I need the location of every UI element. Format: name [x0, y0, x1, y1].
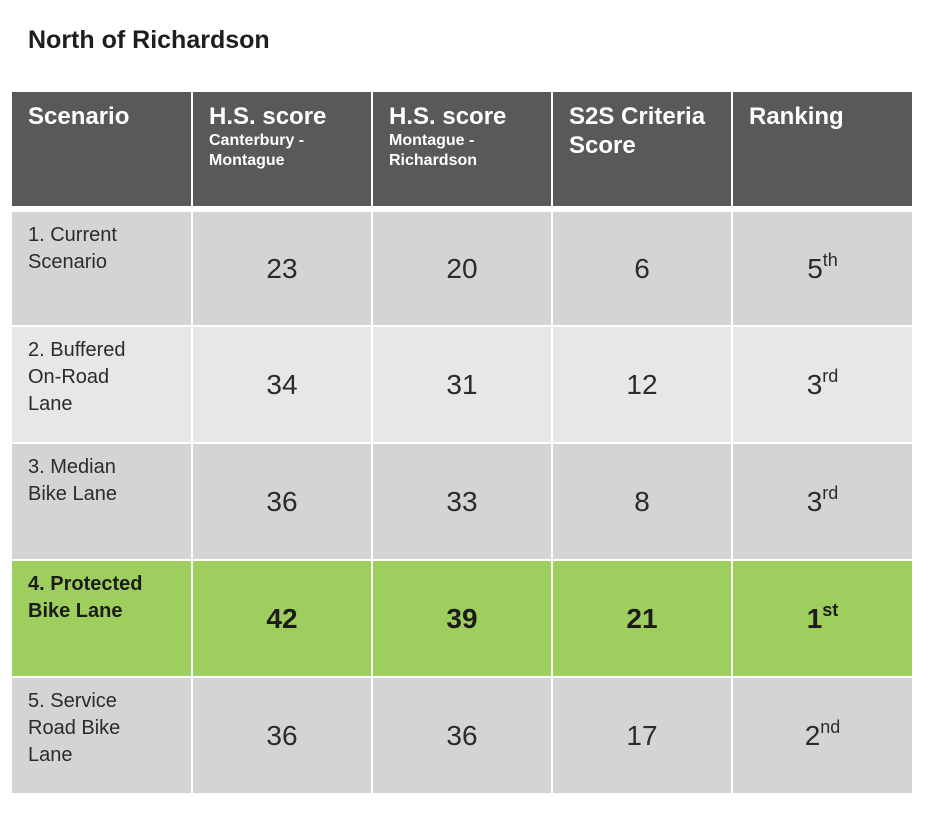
rank-number: 2	[804, 719, 821, 751]
rank-number: 1	[806, 602, 823, 634]
s2s-criteria-score-cell: 21	[552, 560, 733, 678]
hs-canterbury-montague-cell: 42	[192, 560, 373, 678]
rank-number: 3	[806, 368, 823, 400]
header-scenario-label: Scenario	[28, 103, 130, 130]
s2s-criteria-score-cell: 8	[552, 443, 733, 561]
header-segment-label: Canterbury - Montague	[209, 132, 305, 169]
ranking-cell: 3rd	[732, 443, 912, 561]
hs-canterbury-montague-cell: 36	[192, 443, 373, 561]
ranking-cell: 3rd	[732, 326, 912, 444]
ranking-cell: 2nd	[732, 677, 912, 795]
hs-canterbury-montague-cell: 34	[192, 326, 373, 444]
scenario-cell: 2. Buffered On-Road Lane	[12, 326, 193, 444]
header-ranking: Ranking	[732, 92, 912, 212]
header-scenario: Scenario	[12, 92, 193, 212]
rank-number: 5	[807, 252, 823, 284]
hs-montague-richardson-cell: 33	[372, 443, 553, 561]
scenario-cell: 1. Current Scenario	[12, 209, 193, 327]
scenario-table: Scenario H.S. score Canterbury - Montagu…	[12, 92, 912, 795]
s2s-criteria-score-cell: 17	[552, 677, 733, 795]
hs-montague-richardson-cell: 20	[372, 209, 553, 327]
hs-canterbury-montague-cell: 23	[192, 209, 373, 327]
table-row-highlighted: 4. Protected Bike Lane 42 39 21 1st	[12, 560, 912, 678]
rank-suffix: th	[822, 249, 838, 270]
header-s2s-label: S2S Criteria Score	[569, 103, 706, 159]
rank-suffix: rd	[822, 482, 839, 503]
hs-montague-richardson-cell: 31	[372, 326, 553, 444]
s2s-criteria-score-cell: 6	[552, 209, 733, 327]
scenario-table-container: Scenario H.S. score Canterbury - Montagu…	[12, 92, 912, 795]
header-hs-score-label: H.S. score	[389, 103, 507, 130]
page-title: North of Richardson	[28, 26, 270, 54]
header-hs-montague-richardson: H.S. score Montague - Richardson	[372, 92, 553, 212]
header-ranking-label: Ranking	[749, 103, 844, 130]
hs-canterbury-montague-cell: 36	[192, 677, 373, 795]
table-header-row: Scenario H.S. score Canterbury - Montagu…	[12, 92, 912, 212]
table-row: 1. Current Scenario 23 20 6 5th	[12, 209, 912, 327]
scenario-cell: 3. Median Bike Lane	[12, 443, 193, 561]
table-row: 5. Service Road Bike Lane 36 36 17 2nd	[12, 677, 912, 795]
table-row: 3. Median Bike Lane 36 33 8 3rd	[12, 443, 912, 561]
ranking-cell: 1st	[732, 560, 912, 678]
hs-montague-richardson-cell: 36	[372, 677, 553, 795]
hs-montague-richardson-cell: 39	[372, 560, 553, 678]
header-segment-label: Montague - Richardson	[389, 132, 478, 169]
scenario-cell: 4. Protected Bike Lane	[12, 560, 193, 678]
ranking-cell: 5th	[732, 209, 912, 327]
rank-suffix: rd	[822, 365, 839, 386]
rank-suffix: st	[822, 599, 839, 620]
header-hs-score-label: H.S. score	[209, 103, 327, 130]
header-hs-canterbury-montague: H.S. score Canterbury - Montague	[192, 92, 373, 212]
table-row: 2. Buffered On-Road Lane 34 31 12 3rd	[12, 326, 912, 444]
s2s-criteria-score-cell: 12	[552, 326, 733, 444]
header-s2s-criteria-score: S2S Criteria Score	[552, 92, 733, 212]
rank-number: 3	[806, 485, 823, 517]
scenario-cell: 5. Service Road Bike Lane	[12, 677, 193, 795]
rank-suffix: nd	[820, 716, 841, 737]
